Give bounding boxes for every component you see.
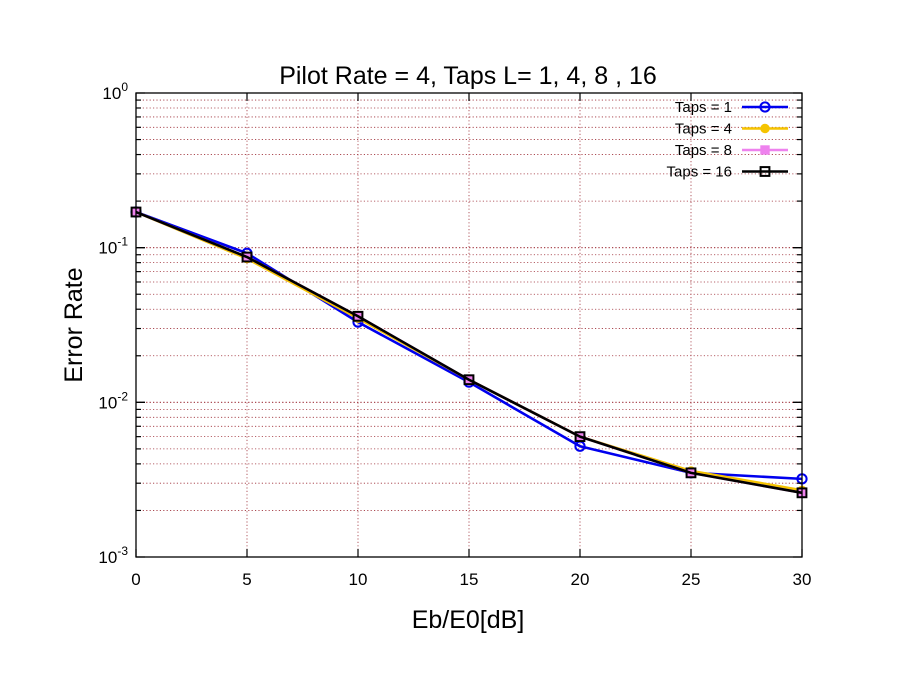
y-tick-exponent: -2 bbox=[117, 389, 128, 403]
legend-item: Taps = 8 bbox=[675, 142, 788, 159]
x-axis-label: Eb/E0[dB] bbox=[412, 606, 525, 634]
y-tick-label: 10-1 bbox=[98, 235, 128, 258]
y-tick-exponent: 0 bbox=[121, 80, 128, 94]
legend-label: Taps = 1 bbox=[675, 99, 732, 116]
x-tick-label: 15 bbox=[460, 570, 479, 589]
y-tick-label: 10-2 bbox=[98, 389, 128, 412]
legend-item: Taps = 1 bbox=[675, 99, 788, 116]
data-point bbox=[685, 467, 697, 479]
x-tick-label: 10 bbox=[349, 570, 368, 589]
legend-label: Taps = 4 bbox=[675, 121, 732, 138]
legend-item: Taps = 4 bbox=[675, 121, 788, 138]
legend-swatch-marker bbox=[760, 123, 770, 134]
y-tick-base: 10 bbox=[98, 239, 117, 258]
x-tick-label: 0 bbox=[131, 570, 140, 589]
data-point bbox=[463, 374, 475, 386]
legend-swatch-marker bbox=[760, 145, 770, 155]
data-point bbox=[574, 431, 586, 443]
grid-layer bbox=[136, 93, 802, 557]
x-tick-label: 30 bbox=[793, 570, 812, 589]
series-line bbox=[135, 210, 803, 495]
y-tick-base: 10 bbox=[98, 393, 117, 412]
chart-title: Pilot Rate = 4, Taps L= 1, 4, 8 , 16 bbox=[279, 62, 657, 90]
y-axis-label: Error Rate bbox=[60, 267, 88, 382]
y-tick-base: 10 bbox=[102, 84, 121, 103]
y-tick-exponent: -1 bbox=[117, 235, 128, 249]
legend-item: Taps = 16 bbox=[667, 164, 788, 181]
y-tick-label: 10-3 bbox=[98, 544, 128, 567]
legend-swatch-marker bbox=[759, 166, 771, 177]
y-tick-exponent: -3 bbox=[117, 544, 128, 558]
legend-label: Taps = 8 bbox=[675, 142, 732, 159]
legend-label: Taps = 16 bbox=[667, 164, 732, 181]
y-tick-base: 10 bbox=[98, 548, 117, 567]
data-point bbox=[352, 310, 364, 322]
x-tick-label: 25 bbox=[682, 570, 701, 589]
x-tick-label: 20 bbox=[571, 570, 590, 589]
x-tick-label: 5 bbox=[242, 570, 251, 589]
data-point bbox=[241, 251, 253, 263]
legend-layer: Taps = 1 Taps = 4 Taps = 8 Taps = 16 bbox=[667, 99, 788, 181]
series-4 bbox=[130, 206, 808, 499]
y-tick-label: 100 bbox=[102, 80, 128, 103]
legend-swatch-marker bbox=[759, 101, 771, 113]
series-layer bbox=[130, 206, 808, 499]
